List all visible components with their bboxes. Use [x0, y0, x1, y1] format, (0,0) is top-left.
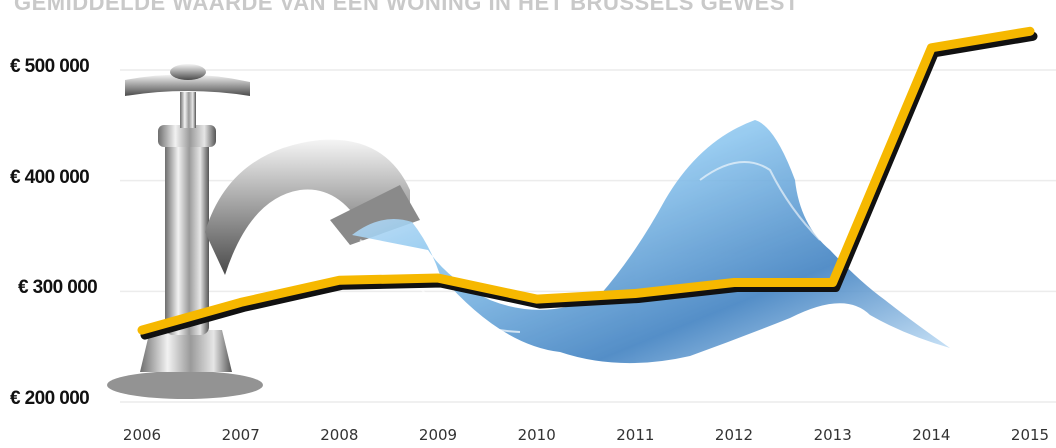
- data-point-2010: [535, 298, 538, 301]
- x-tick-label: 2010: [517, 426, 556, 444]
- data-point-2006: [141, 329, 143, 332]
- y-tick-label: € 300 000: [18, 277, 98, 300]
- x-tick-label: 2008: [320, 426, 359, 444]
- y-tick-label: € 500 000: [10, 56, 90, 78]
- chart-title: GEMIDDELDE WAARDE VAN EEN WONING IN HET …: [14, 0, 799, 15]
- data-point-2015: [1029, 30, 1031, 33]
- data-point-2014: [930, 46, 933, 49]
- data-point-2013: [831, 281, 834, 284]
- data-point-2007: [239, 301, 242, 304]
- x-tick-label: 2014: [912, 426, 951, 444]
- series-line: [137, 26, 1035, 335]
- x-tick-label: 2015: [1010, 426, 1050, 444]
- y-tick-label: € 200 000: [10, 388, 90, 410]
- data-point-2011: [634, 292, 637, 295]
- faucet-image: [107, 64, 420, 399]
- x-tick-label: 2011: [616, 426, 655, 444]
- water-splash-image: [352, 120, 950, 364]
- y-tick-label: € 400 000: [10, 166, 90, 189]
- x-tick-label: 2006: [122, 426, 162, 444]
- x-tick-label: 2013: [813, 426, 852, 444]
- x-tick-label: 2007: [221, 426, 260, 444]
- x-tick-label: 2012: [714, 426, 754, 444]
- data-point-2009: [437, 277, 439, 280]
- data-point-2008: [338, 279, 341, 282]
- data-lines: [137, 26, 1038, 340]
- series-line-shadow: [140, 31, 1038, 340]
- x-tick-label: 2009: [418, 426, 458, 444]
- data-point-2012: [733, 281, 735, 284]
